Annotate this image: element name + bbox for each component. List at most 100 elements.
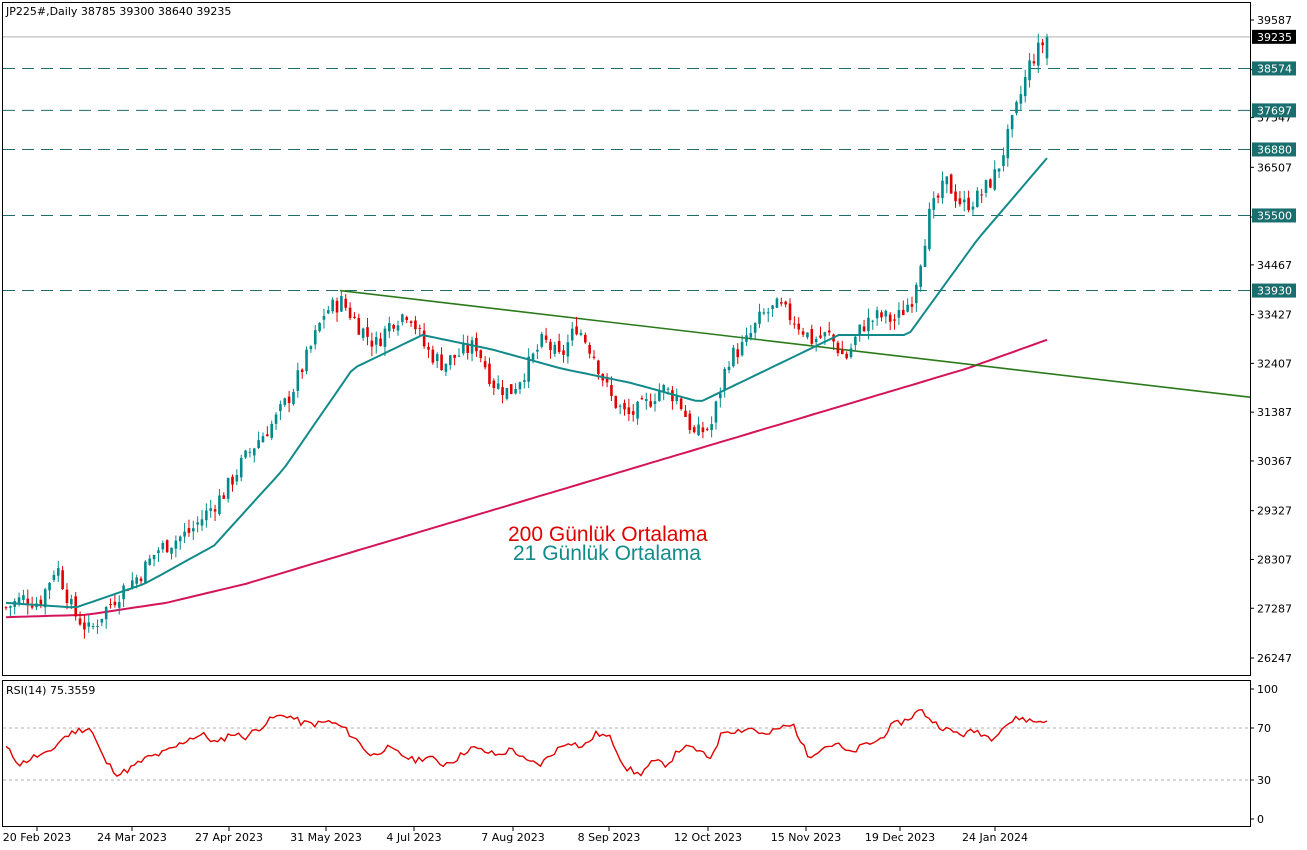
candle-body xyxy=(727,366,731,371)
candle-body xyxy=(928,208,931,250)
candle-body xyxy=(980,194,983,196)
candle-body xyxy=(87,622,91,627)
candle-body xyxy=(78,618,82,625)
candle-body xyxy=(806,332,809,338)
candle-body xyxy=(22,595,25,600)
candle-body xyxy=(331,299,334,312)
candle-body xyxy=(531,353,535,361)
candle-body xyxy=(462,343,465,354)
candle-body xyxy=(797,323,801,330)
candle-body xyxy=(588,344,591,354)
candle-body xyxy=(1028,60,1031,81)
candle-body xyxy=(710,424,713,431)
candle-body xyxy=(117,602,121,608)
candle-body xyxy=(387,323,391,332)
candle-body xyxy=(971,206,975,210)
candle-body xyxy=(788,303,792,321)
candle-body xyxy=(17,597,21,605)
candle-body xyxy=(880,312,883,318)
level-tags: 38574 37697 36880 35500 33930 39235 xyxy=(1252,29,1296,298)
candle-body xyxy=(1010,115,1014,130)
price-tick-label: 30367 xyxy=(1257,455,1292,468)
candle-body xyxy=(858,324,862,336)
candle-body xyxy=(697,424,700,436)
candle-body xyxy=(183,531,186,537)
candle-body xyxy=(705,428,709,430)
candle-body xyxy=(266,434,269,437)
candle-body xyxy=(70,598,73,605)
candle-body xyxy=(605,377,609,383)
candle-body xyxy=(492,380,496,389)
candle-body xyxy=(344,298,348,308)
candle-body xyxy=(954,191,957,202)
candle-body xyxy=(231,476,234,485)
candle-body xyxy=(444,363,448,372)
candle-body xyxy=(627,407,631,415)
candle-body xyxy=(854,336,857,346)
candle-body xyxy=(575,326,578,335)
candle-body xyxy=(244,450,247,458)
candle-body xyxy=(418,327,422,329)
candle-body xyxy=(570,328,574,341)
candle-body xyxy=(305,349,308,372)
candle-body xyxy=(906,304,909,312)
candle-body xyxy=(318,322,321,332)
candle-body xyxy=(544,335,548,340)
price-tick-label: 26247 xyxy=(1257,652,1292,665)
candle-body xyxy=(4,607,8,609)
ma200-line xyxy=(5,338,1048,619)
candle-body xyxy=(749,333,753,338)
candle-body xyxy=(1036,42,1040,66)
candle-body xyxy=(618,405,622,407)
candle-body xyxy=(840,350,844,355)
candle-body xyxy=(191,528,195,532)
candle-body xyxy=(1002,155,1005,167)
candle-body xyxy=(893,319,896,321)
candle-body xyxy=(562,350,565,355)
candle-body xyxy=(644,399,648,401)
candle-body xyxy=(327,310,330,314)
candle-body xyxy=(239,457,243,478)
candle-body xyxy=(823,332,827,337)
candle-body xyxy=(658,389,661,401)
candle-body xyxy=(736,349,740,358)
candle-body xyxy=(1015,101,1018,114)
candle-body xyxy=(348,307,352,319)
candle-body xyxy=(740,341,744,356)
candle-body xyxy=(222,495,226,499)
candle-body xyxy=(43,589,47,608)
candle-body xyxy=(226,477,230,499)
candle-body xyxy=(915,284,918,304)
level-tag xyxy=(1252,283,1296,298)
candle-body xyxy=(692,427,696,433)
candle-body xyxy=(941,180,944,199)
candle-body xyxy=(801,331,805,335)
candle-body xyxy=(897,310,901,318)
candle-body xyxy=(771,305,774,309)
candle-body xyxy=(196,522,199,525)
candle-body xyxy=(470,340,474,354)
candle-body xyxy=(1045,36,1049,59)
candle-body xyxy=(61,570,64,590)
candle-body xyxy=(684,410,687,417)
candle-body xyxy=(383,328,387,347)
candle-body xyxy=(949,174,953,194)
candle-body xyxy=(453,354,456,358)
level-tag xyxy=(1252,61,1296,76)
candle-body xyxy=(1019,94,1023,104)
candle-body xyxy=(688,413,692,431)
candle-body xyxy=(270,423,273,438)
price-tick-label: 34467 xyxy=(1257,259,1292,272)
rsi-header: RSI(14) 75.3559 xyxy=(6,684,95,697)
candle-body xyxy=(113,601,117,606)
candle-body xyxy=(287,396,291,404)
price-tick-label: 29327 xyxy=(1257,505,1292,518)
candle-body xyxy=(610,385,613,396)
rsi-tick-label: 100 xyxy=(1257,683,1278,696)
candle-body xyxy=(209,508,213,511)
candle-body xyxy=(157,550,160,554)
price-tick-label: 27287 xyxy=(1257,602,1292,615)
candle-body xyxy=(884,310,888,317)
date-tick-label: 8 Sep 2023 xyxy=(578,831,641,844)
candle-body xyxy=(52,574,56,580)
